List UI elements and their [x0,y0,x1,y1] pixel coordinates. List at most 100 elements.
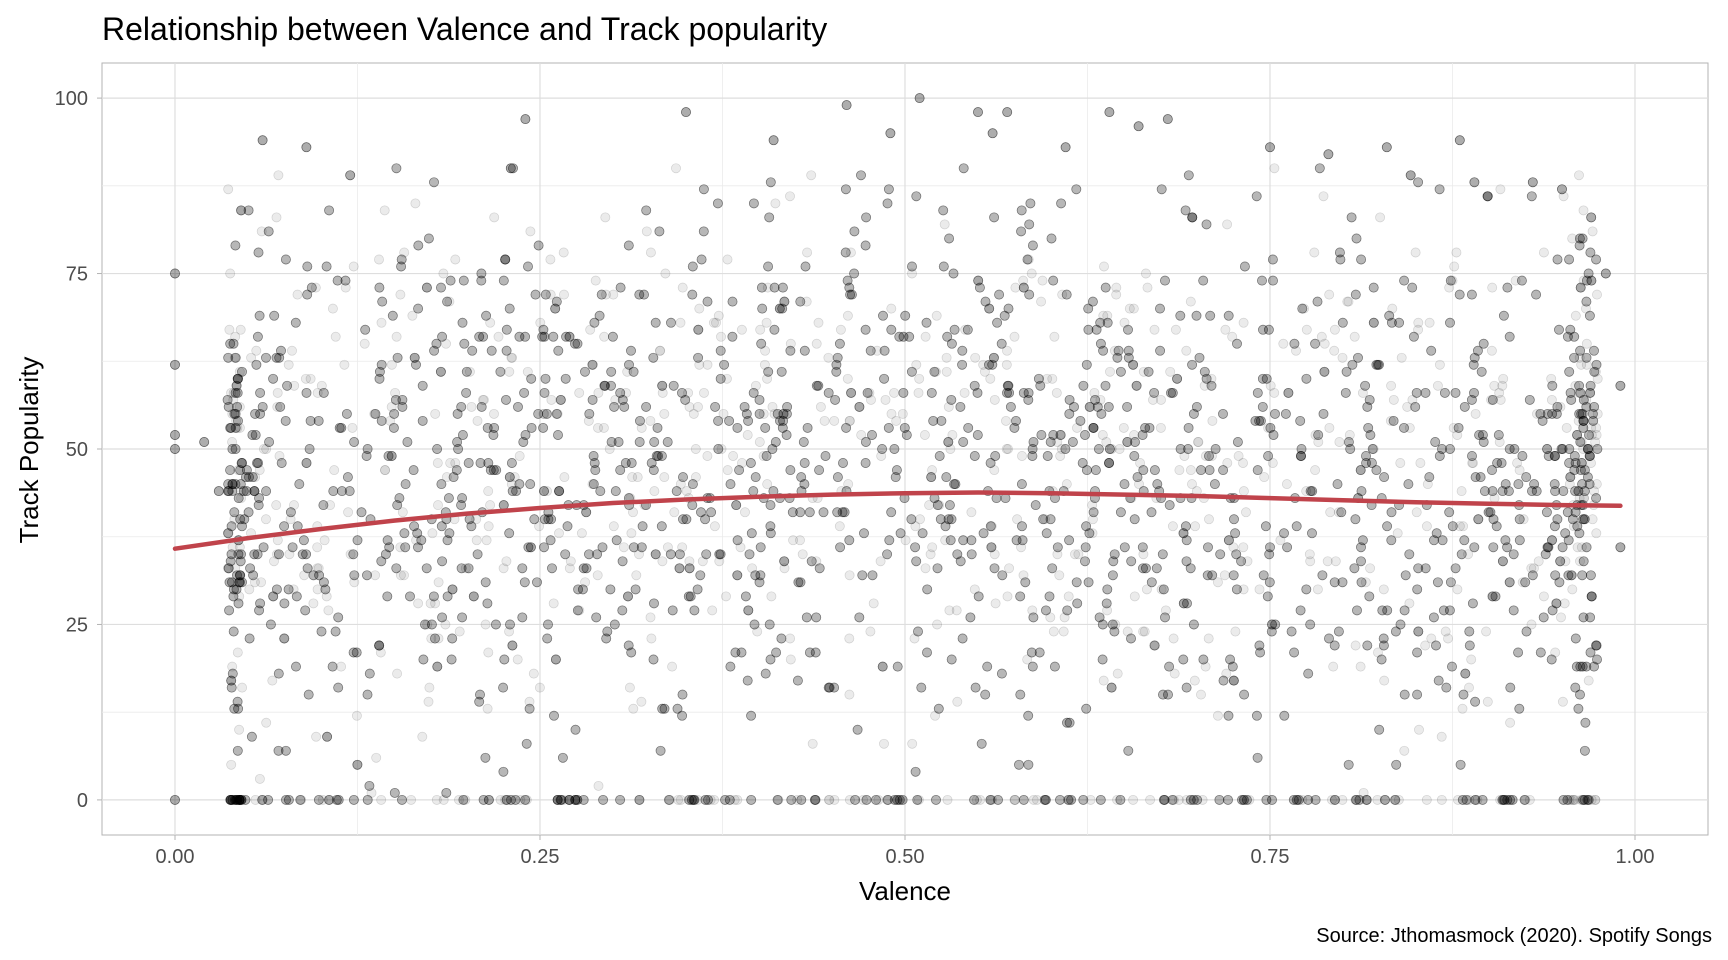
data-point [1583,675,1594,686]
data-point [323,605,334,616]
data-point [1185,465,1196,476]
data-point [844,689,855,700]
data-point [667,661,678,672]
data-point [317,794,328,805]
data-point [599,331,610,342]
data-point [370,570,381,581]
data-point [312,542,323,553]
data-point [433,500,443,511]
data-point [339,359,350,370]
data-point [943,401,954,412]
data-point [1310,465,1321,476]
data-point [669,507,680,518]
data-point [761,317,772,328]
data-point [1567,233,1578,244]
data-point [1059,612,1070,623]
data-point [495,794,506,805]
data-point [1586,794,1597,805]
data-point [1497,380,1508,391]
data-point [931,310,942,321]
data-point [1269,163,1280,174]
data-point [1174,465,1185,476]
data-point [1156,584,1167,595]
data-point [722,254,733,265]
data-point [269,556,279,567]
data-point [1112,668,1123,679]
data-point [289,500,299,511]
data-point [234,794,245,805]
data-point [986,521,997,532]
data-point [1018,275,1029,286]
data-point [677,542,688,553]
data-point [1449,261,1460,272]
data-point [430,598,441,609]
data-point [1222,458,1233,468]
data-point [1122,626,1133,637]
data-point [395,542,406,553]
data-point [427,528,438,539]
data-point [1140,268,1151,279]
data-point [608,521,619,532]
data-point [1197,794,1208,805]
data-point [1372,794,1383,805]
data-point [231,794,242,805]
data-point [228,394,239,405]
data-point [1566,570,1577,581]
data-point [515,794,526,805]
data-point [359,338,370,349]
data-point [1047,373,1058,384]
data-point [1393,794,1404,805]
data-point [671,163,681,174]
data-point [1119,317,1130,328]
data-point [843,479,854,490]
data-point [534,521,545,532]
data-point [287,345,297,356]
data-point [1453,794,1463,805]
data-point [1373,647,1383,658]
data-point [512,654,523,665]
data-point [528,668,539,679]
data-point [226,387,237,398]
data-point [1040,514,1050,525]
data-point [1581,394,1592,405]
data-point [1139,626,1150,637]
data-point [1568,521,1579,532]
data-point [1114,444,1125,454]
data-point [1238,458,1248,468]
data-point [374,254,384,265]
data-point [740,507,750,518]
data-point [1543,542,1554,553]
data-point [1155,422,1166,433]
data-point [1227,331,1238,342]
data-point [1087,528,1098,539]
data-point [645,415,656,426]
data-point [762,282,773,293]
data-point [406,794,417,805]
data-point [246,352,257,363]
data-point [1056,444,1067,454]
data-point [1099,261,1109,272]
data-point [254,465,265,476]
data-point [1304,549,1315,560]
data-point [234,591,245,602]
data-point [386,401,397,412]
data-points [170,93,1626,805]
data-point [376,794,387,805]
data-point [289,380,300,391]
data-point [1206,451,1217,461]
data-point [251,345,262,356]
data-point [660,268,671,279]
data-point [345,549,356,560]
data-point [351,710,362,721]
data-point [232,647,243,658]
data-point [1003,444,1013,454]
data-point [1089,387,1100,398]
data-point [538,408,549,419]
data-point [1498,373,1509,384]
data-point [1573,387,1584,398]
data-point [934,500,945,511]
data-point [636,422,647,433]
data-point [1141,584,1152,595]
data-point [1064,794,1075,805]
data-point [480,619,491,630]
